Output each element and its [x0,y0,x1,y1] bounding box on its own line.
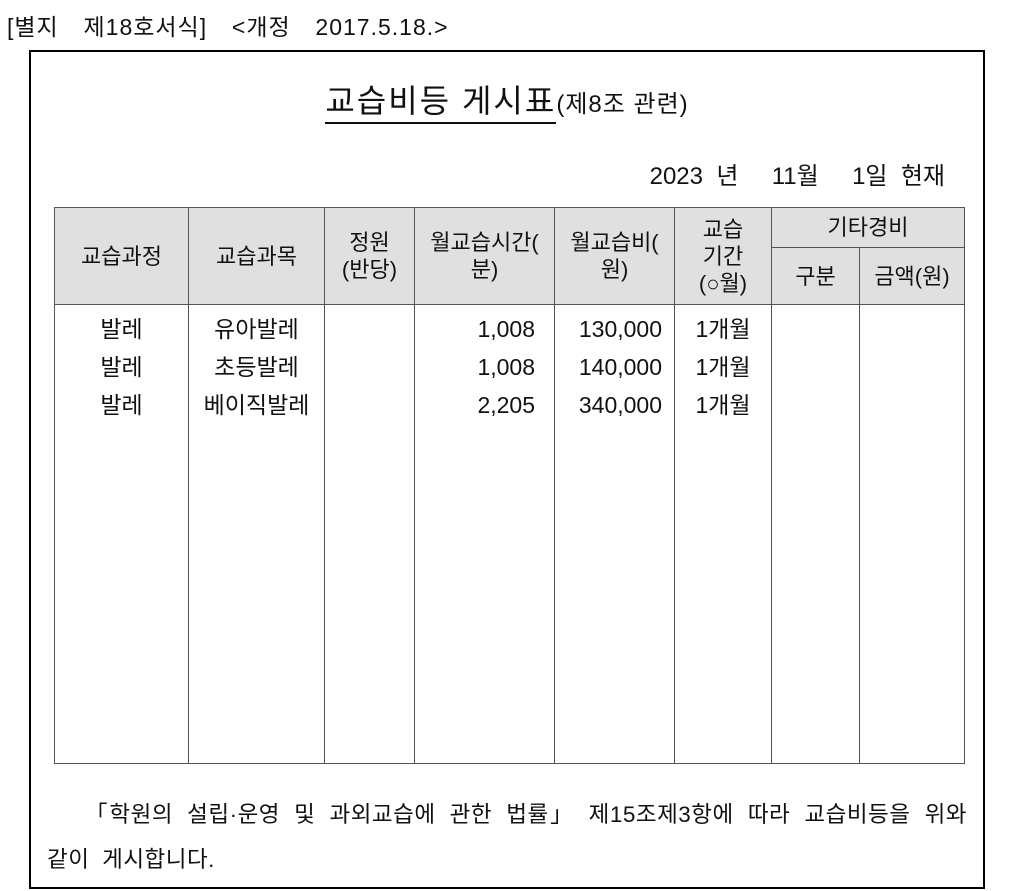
form-title-note: (제8조 관련) [556,91,689,118]
cell-monthly-time-r1: 1,008 [477,354,535,380]
col-header-other-category: 구분 [771,247,860,305]
tuition-fee-table: 교습과정 교습과목 정원 (반당) 월교습시간( 분) 월교습비( 원) 교습 … [54,207,965,764]
header-row-1: 교습과정 교습과목 정원 (반당) 월교습시간( 분) 월교습비( 원) 교습 … [54,207,965,305]
cell-monthly-time-r0: 1,008 [477,316,535,342]
column-capacity [324,304,415,764]
header-row-2: 구분 금액(원) [55,247,965,305]
column-period: 1개월 1개월 1개월 [674,304,772,764]
col-header-capacity: 정원 (반당) [324,207,415,305]
col-header-monthly-fee: 월교습비( 원) [554,207,675,305]
column-other-category [771,304,860,764]
cell-other-amount-r0 [860,310,964,348]
cell-other-category-r2 [772,386,859,424]
form-border-box: 교습비등 게시표(제8조 관련) 2023 년 11월 1일 현재 교습과정 교… [29,50,985,889]
cell-other-category-r1 [772,348,859,386]
table-body-row: 발레 발레 발레 유아발레 초등발레 베이직발레 [54,304,965,764]
cell-other-category-r0 [772,310,859,348]
cell-other-amount-r1 [860,348,964,386]
cell-monthly-fee-r0: 130,000 [578,316,662,342]
col-header-period: 교습 기간 (○월) [674,207,772,305]
column-subject: 유아발레 초등발레 베이직발레 [188,304,325,764]
column-monthly-fee: 130,000 140,000 340,000 [554,304,675,764]
cell-capacity-r1 [325,348,414,386]
column-monthly-time: 1,008 1,008 2,205 [414,304,555,764]
col-header-other-amount: 금액(원) [859,247,965,305]
cell-monthly-fee-r1: 140,000 [578,354,662,380]
cell-subject-r1: 초등발레 [214,354,299,380]
cell-monthly-fee-r2: 340,000 [578,392,662,418]
form-title: 교습비등 게시표 [325,83,557,124]
cell-subject-r0: 유아발레 [214,316,299,342]
col-header-subject: 교습과목 [188,207,325,305]
cell-subject-r2: 베이직발레 [203,392,310,418]
cell-capacity-r0 [325,310,414,348]
cell-process-r1: 발레 [100,354,143,380]
column-process: 발레 발레 발레 [54,304,189,764]
cell-other-amount-r2 [860,386,964,424]
as-of-date: 2023 년 11월 1일 현재 [649,163,945,190]
col-header-other-expenses: 기타경비 [771,207,965,248]
form-title-row: 교습비등 게시표(제8조 관련) [31,82,983,127]
cell-period-r0: 1개월 [695,316,751,342]
cell-process-r2: 발레 [100,392,143,418]
footer-statement: 「학원의 설립·운영 및 과외교습에 관한 법률」 제15조제3항에 따라 교습… [47,802,967,872]
column-other-amount [859,304,965,764]
cell-process-r0: 발레 [100,316,143,342]
cell-monthly-time-r2: 2,205 [477,392,535,418]
cell-capacity-r2 [325,386,414,424]
cell-period-r2: 1개월 [695,392,751,418]
col-header-monthly-time: 월교습시간( 분) [414,207,555,305]
cell-period-r1: 1개월 [695,354,751,380]
form-reference-note: [별지 제18호서식] <개정 2017.5.18.> [7,14,449,40]
col-header-process: 교습과정 [54,207,189,305]
